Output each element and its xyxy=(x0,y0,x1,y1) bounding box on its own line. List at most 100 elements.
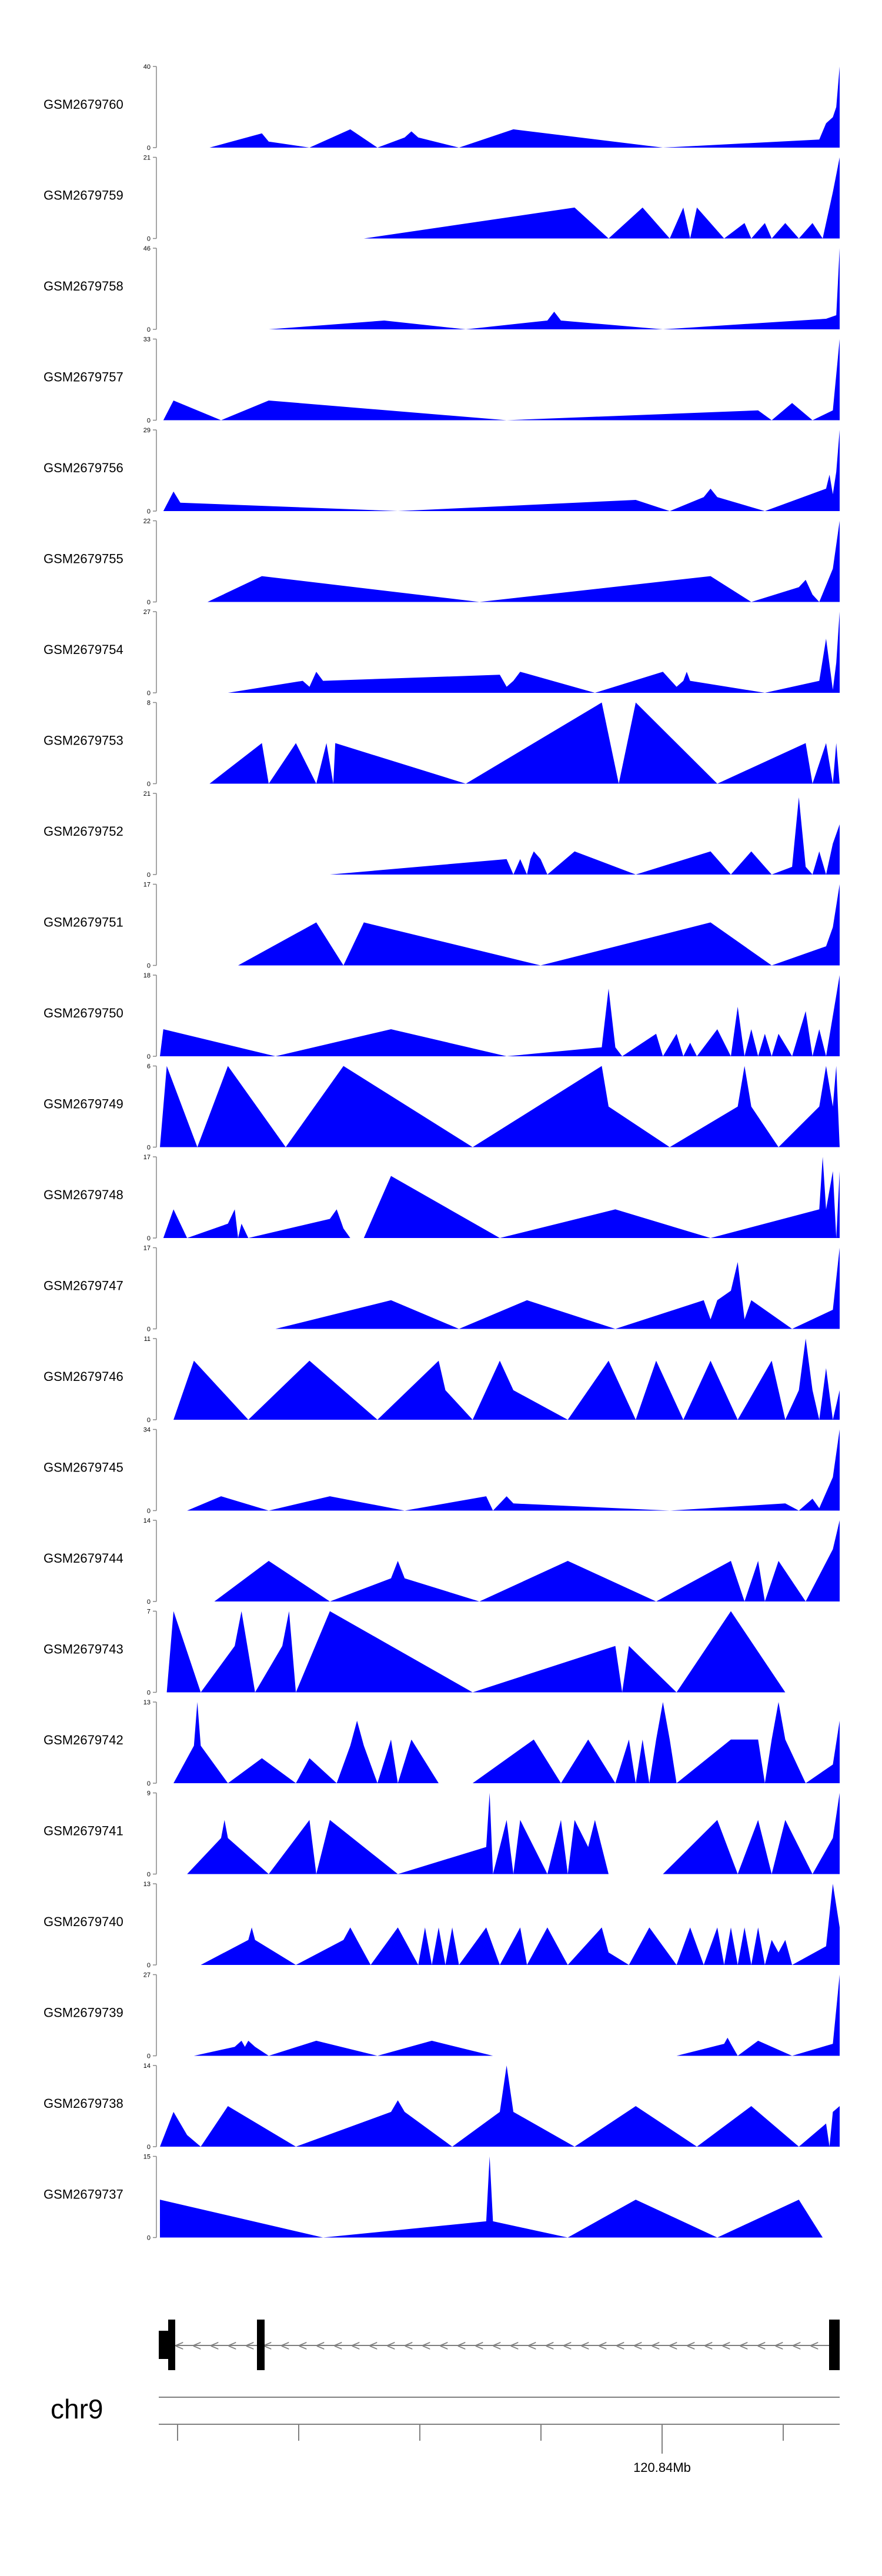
strand-arrow: < xyxy=(263,2337,272,2354)
track: GSM2679754 27 0 xyxy=(44,609,840,697)
track: GSM2679759 21 0 xyxy=(44,155,840,243)
strand-arrow: < xyxy=(457,2337,466,2354)
strand-arrow: < xyxy=(651,2337,660,2354)
track-label: GSM2679758 xyxy=(44,279,123,293)
track-label: GSM2679750 xyxy=(44,1006,123,1020)
strand-arrow: < xyxy=(563,2337,572,2354)
gene-model: < < < < < < < < < < < < < < < < < < < < < < < < < < < < < < < < < < < < < xyxy=(159,2320,840,2370)
strand-arrow: < xyxy=(369,2337,377,2354)
y-tick-label-max: 34 xyxy=(143,1427,151,1434)
track-label: GSM2679760 xyxy=(44,97,123,112)
y-tick-label-min: 0 xyxy=(147,963,151,970)
y-tick-label-max: 13 xyxy=(143,1881,151,1888)
y-tick-label-max: 46 xyxy=(143,245,151,252)
track-label: GSM2679756 xyxy=(44,461,123,475)
strand-arrow: < xyxy=(404,2337,413,2354)
y-tick-label-max: 7 xyxy=(147,1609,151,1616)
y-tick-label-min: 0 xyxy=(147,599,151,606)
strand-arrow: < xyxy=(774,2337,783,2354)
y-tick-label-max: 27 xyxy=(143,609,151,616)
y-tick-label-min: 0 xyxy=(147,1780,151,1787)
strand-arrow: < xyxy=(245,2337,254,2354)
track: GSM2679752 21 0 xyxy=(44,790,840,879)
coverage-area xyxy=(330,797,840,875)
gene-exon xyxy=(829,2320,840,2370)
y-tick-label-min: 0 xyxy=(147,2144,151,2151)
track: GSM2679750 18 0 xyxy=(44,972,840,1060)
y-tick-label-max: 15 xyxy=(143,2154,151,2161)
track: GSM2679746 11 0 xyxy=(44,1336,840,1424)
strand-arrow: < xyxy=(757,2337,766,2354)
coverage-area xyxy=(160,1066,840,1147)
coverage-area xyxy=(160,2066,840,2147)
strand-arrow: < xyxy=(210,2337,219,2354)
track-label: GSM2679746 xyxy=(44,1369,123,1384)
track-label: GSM2679757 xyxy=(44,370,123,385)
y-tick-label-min: 0 xyxy=(147,236,151,243)
coverage-area xyxy=(187,1793,840,1874)
y-tick-label-max: 8 xyxy=(147,700,151,707)
strand-arrow: < xyxy=(228,2337,236,2354)
strand-arrow: < xyxy=(598,2337,607,2354)
y-tick-label-min: 0 xyxy=(147,326,151,333)
gene-exon xyxy=(159,2331,168,2359)
y-tick-label-max: 9 xyxy=(147,1790,151,1797)
track-label: GSM2679744 xyxy=(44,1551,123,1566)
strand-arrow: < xyxy=(510,2337,519,2354)
gene-exon xyxy=(168,2320,175,2370)
strand-arrow: < xyxy=(704,2337,713,2354)
track: GSM2679753 8 0 xyxy=(44,700,840,788)
y-tick-label-max: 13 xyxy=(143,1699,151,1706)
y-tick-label-max: 17 xyxy=(143,882,151,889)
y-tick-label-min: 0 xyxy=(147,1235,151,1242)
track-label: GSM2679749 xyxy=(44,1097,123,1112)
track: GSM2679738 14 0 xyxy=(44,2063,840,2151)
strand-arrow: < xyxy=(669,2337,677,2354)
y-tick-label-min: 0 xyxy=(147,145,151,152)
strand-arrow: < xyxy=(475,2337,483,2354)
track: GSM2679741 9 0 xyxy=(44,1790,840,1878)
strand-arrow: < xyxy=(175,2337,183,2354)
y-tick-label-min: 0 xyxy=(147,2235,151,2242)
y-tick-label-max: 29 xyxy=(143,427,151,434)
track-label: GSM2679747 xyxy=(44,1279,123,1293)
track: GSM2679757 33 0 xyxy=(44,336,840,425)
y-tick-label-max: 14 xyxy=(143,2063,151,2070)
coverage-area xyxy=(209,702,840,784)
strand-arrow: < xyxy=(792,2337,801,2354)
strand-arrow: < xyxy=(422,2337,430,2354)
y-tick-label-max: 33 xyxy=(143,336,151,343)
coverage-area xyxy=(166,1611,786,1693)
y-tick-label-min: 0 xyxy=(147,1871,151,1878)
track: GSM2679742 13 0 xyxy=(44,1699,840,1787)
strand-arrow: < xyxy=(351,2337,360,2354)
coverage-area xyxy=(160,2156,823,2238)
track: GSM2679756 29 0 xyxy=(44,427,840,515)
coverage-area xyxy=(363,157,840,239)
track-label: GSM2679759 xyxy=(44,188,123,203)
track-label: GSM2679755 xyxy=(44,552,123,566)
track: GSM2679743 7 0 xyxy=(44,1609,786,1697)
track-label: GSM2679740 xyxy=(44,1914,123,1929)
track-label: GSM2679752 xyxy=(44,824,123,839)
y-tick-label-min: 0 xyxy=(147,781,151,788)
y-tick-label-min: 0 xyxy=(147,1053,151,1060)
y-tick-label-max: 17 xyxy=(143,1245,151,1252)
track-label: GSM2679738 xyxy=(44,2096,123,2111)
track: GSM2679740 13 0 xyxy=(44,1881,840,1969)
y-tick-label-max: 6 xyxy=(147,1063,151,1070)
track-label: GSM2679751 xyxy=(44,915,123,930)
y-tick-label-max: 27 xyxy=(143,1972,151,1979)
y-tick-label-min: 0 xyxy=(147,1326,151,1333)
coverage-area xyxy=(160,975,840,1056)
track-label: GSM2679753 xyxy=(44,733,123,748)
track: GSM2679751 17 0 xyxy=(44,882,840,970)
strand-arrow: < xyxy=(298,2337,307,2354)
coverage-area xyxy=(173,1339,840,1420)
coverage-area xyxy=(275,1247,840,1329)
strand-arrow: < xyxy=(527,2337,536,2354)
track: GSM2679748 17 0 xyxy=(44,1154,840,1242)
track: GSM2679749 6 0 xyxy=(44,1063,840,1152)
